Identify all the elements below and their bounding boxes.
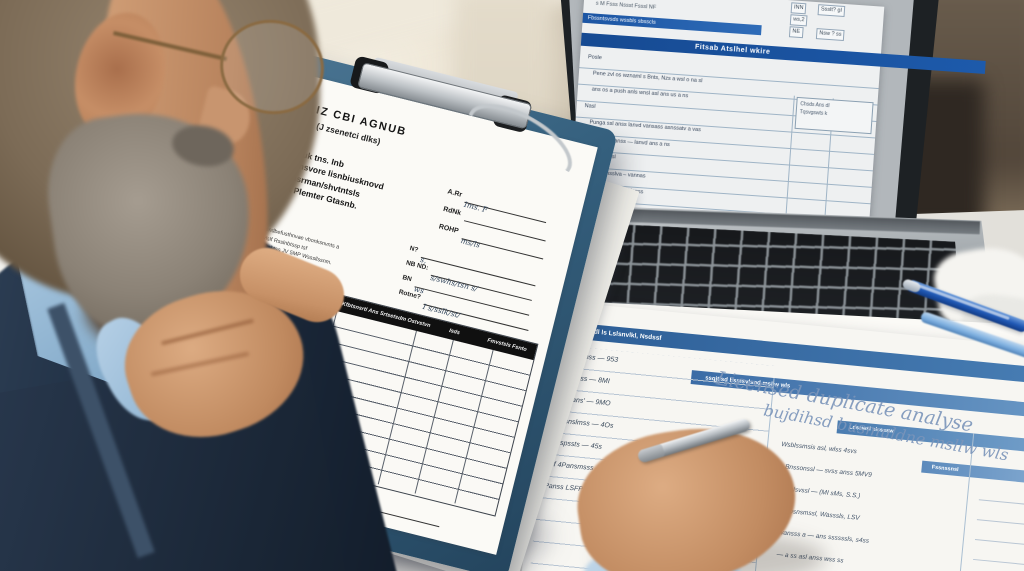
- desk-doc-header-bar4: Fssnssnsl: [921, 460, 1024, 489]
- desk-doc-number: 4 919 4012: [974, 532, 1024, 549]
- screen-doc-blue-bar: Fbssntsvsds wssbls sbsscls: [582, 12, 762, 36]
- screen-doc-row: Posle: [587, 54, 602, 62]
- form-field-label: RdNk: [442, 205, 462, 218]
- form-field-label: A.Rr: [446, 188, 463, 199]
- screen-doc-row: Nasl: [584, 103, 596, 110]
- screen-doc-cell: NE: [788, 26, 804, 39]
- desk-doc-number: 305 917: [973, 551, 1024, 569]
- desk-doc-number: 909 5077: [978, 492, 1024, 509]
- screen-doc-cell: ws,2: [789, 14, 808, 27]
- screen-doc-top-text2: s M Fsss Nssst Fsssl NF: [595, 0, 657, 11]
- screen-doc-side-box: Chsds Ans dl Tqsvgswts k: [794, 96, 874, 135]
- screen-doc-cell: Nsw ? ss: [815, 28, 845, 42]
- form-field-label: ROHP: [437, 223, 460, 236]
- form-field-label: Rotne?: [397, 288, 422, 301]
- handwritten-value: ms/ls: [459, 236, 482, 250]
- screen-doc-cell: Ssslt? gl: [817, 4, 846, 17]
- desk-doc-number: 439 805: [976, 512, 1024, 529]
- desk-doc-mid-row: Wsblssmsis asl, wlss 4svs: [780, 441, 858, 456]
- screen-doc-cell: INN: [790, 2, 807, 15]
- desk-doc-mid-row: Bnssonssl — svss anss 5MV9: [784, 463, 873, 479]
